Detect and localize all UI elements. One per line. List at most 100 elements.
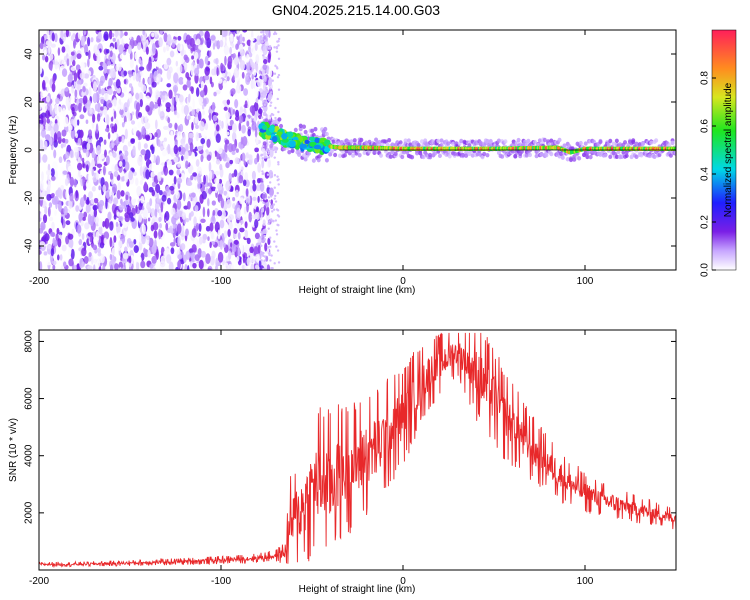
- spectrogram-x-axis-label: Height of straight line (km): [299, 285, 416, 296]
- noise-cell: [64, 138, 69, 144]
- noise-cell: [263, 39, 267, 42]
- noise-cell: [266, 148, 269, 151]
- halo-cell: [459, 138, 464, 144]
- noise-cell: [51, 232, 56, 238]
- noise-cell: [151, 181, 156, 188]
- noise-cell: [50, 175, 56, 181]
- noise-cell: [130, 138, 135, 144]
- noise-cell: [124, 246, 128, 253]
- noise-cell: [77, 30, 82, 40]
- noise-cell: [165, 185, 170, 193]
- noise-cell: [203, 174, 206, 185]
- noise-cell: [217, 120, 223, 127]
- noise-cell: [90, 37, 94, 43]
- noise-cell: [126, 205, 132, 215]
- noise-cell: [123, 78, 127, 85]
- halo-cell: [364, 140, 369, 145]
- noise-cell: [168, 261, 174, 270]
- noise-cell: [135, 204, 138, 213]
- halo-cell: [639, 153, 644, 158]
- halo-cell: [287, 149, 292, 155]
- noise-cell: [73, 178, 77, 188]
- noise-cell: [51, 32, 55, 42]
- noise-cell: [270, 112, 274, 116]
- noise-cell: [227, 229, 231, 238]
- noise-cell: [82, 175, 85, 187]
- noise-cell: [112, 151, 117, 158]
- noise-cell: [255, 184, 261, 192]
- halo-cell: [446, 141, 451, 146]
- noise-cell: [135, 92, 140, 100]
- noise-cell: [275, 229, 278, 232]
- noise-cell: [277, 261, 281, 264]
- noise-cell: [245, 152, 249, 159]
- halo-cell: [274, 146, 279, 151]
- noise-cell: [244, 229, 249, 239]
- noise-cell: [143, 181, 148, 192]
- noise-cell: [56, 38, 60, 48]
- noise-cell: [53, 132, 58, 143]
- noise-cell: [223, 230, 228, 239]
- noise-cell: [202, 238, 206, 244]
- noise-cell: [261, 157, 264, 160]
- noise-cell: [165, 102, 171, 109]
- halo-cell: [568, 157, 573, 163]
- noise-cell: [159, 260, 166, 268]
- noise-cell: [263, 79, 266, 82]
- colorbar-tick-label: 0.0: [700, 263, 711, 277]
- onset-cell: [269, 125, 275, 133]
- noise-cell: [173, 156, 179, 163]
- noise-cell: [62, 170, 68, 175]
- noise-cell: [148, 77, 153, 85]
- noise-cell: [177, 131, 182, 139]
- noise-cell: [207, 182, 213, 187]
- noise-cell: [270, 175, 274, 178]
- noise-cell: [210, 186, 217, 192]
- noise-cell: [250, 79, 255, 90]
- noise-cell: [218, 78, 223, 84]
- noise-cell: [93, 264, 96, 270]
- noise-cell: [59, 234, 62, 240]
- noise-cell: [100, 141, 104, 150]
- noise-cell: [93, 197, 99, 204]
- noise-cell: [107, 60, 112, 66]
- noise-cell: [158, 228, 162, 240]
- noise-cell: [228, 172, 232, 182]
- halo-cell: [549, 138, 554, 143]
- noise-cell: [142, 209, 148, 220]
- noise-cell: [180, 259, 185, 265]
- noise-cell: [141, 125, 146, 136]
- noise-cell: [39, 104, 42, 110]
- noise-cell: [60, 88, 66, 97]
- noise-cell: [215, 133, 221, 144]
- noise-cell: [54, 33, 58, 43]
- noise-cell: [146, 234, 150, 246]
- halo-cell: [349, 139, 354, 144]
- noise-cell: [176, 177, 183, 184]
- noise-cell: [277, 163, 280, 166]
- noise-cell: [166, 57, 172, 66]
- noise-cell: [111, 138, 114, 149]
- noise-cell: [214, 187, 218, 194]
- noise-cell: [113, 110, 117, 120]
- noise-cell: [80, 129, 84, 139]
- noise-cell: [197, 145, 204, 150]
- spectrogram-x-tick-label: 100: [577, 276, 594, 287]
- noise-cell: [250, 263, 255, 270]
- halo-cell: [603, 153, 608, 158]
- noise-cell: [99, 80, 104, 87]
- noise-cell: [92, 244, 98, 251]
- noise-cell: [142, 30, 145, 36]
- noise-cell: [61, 129, 67, 137]
- noise-cell: [198, 236, 203, 245]
- colorbar-tick-label: 0.6: [700, 119, 711, 133]
- noise-cell: [158, 190, 163, 196]
- halo-cell: [500, 154, 505, 159]
- noise-cell: [155, 155, 160, 166]
- noise-cell: [230, 88, 236, 95]
- halo-cell: [262, 141, 267, 146]
- onset-cell: [304, 139, 310, 145]
- noise-cell: [246, 60, 251, 71]
- noise-cell: [71, 84, 75, 94]
- noise-cell: [105, 198, 108, 210]
